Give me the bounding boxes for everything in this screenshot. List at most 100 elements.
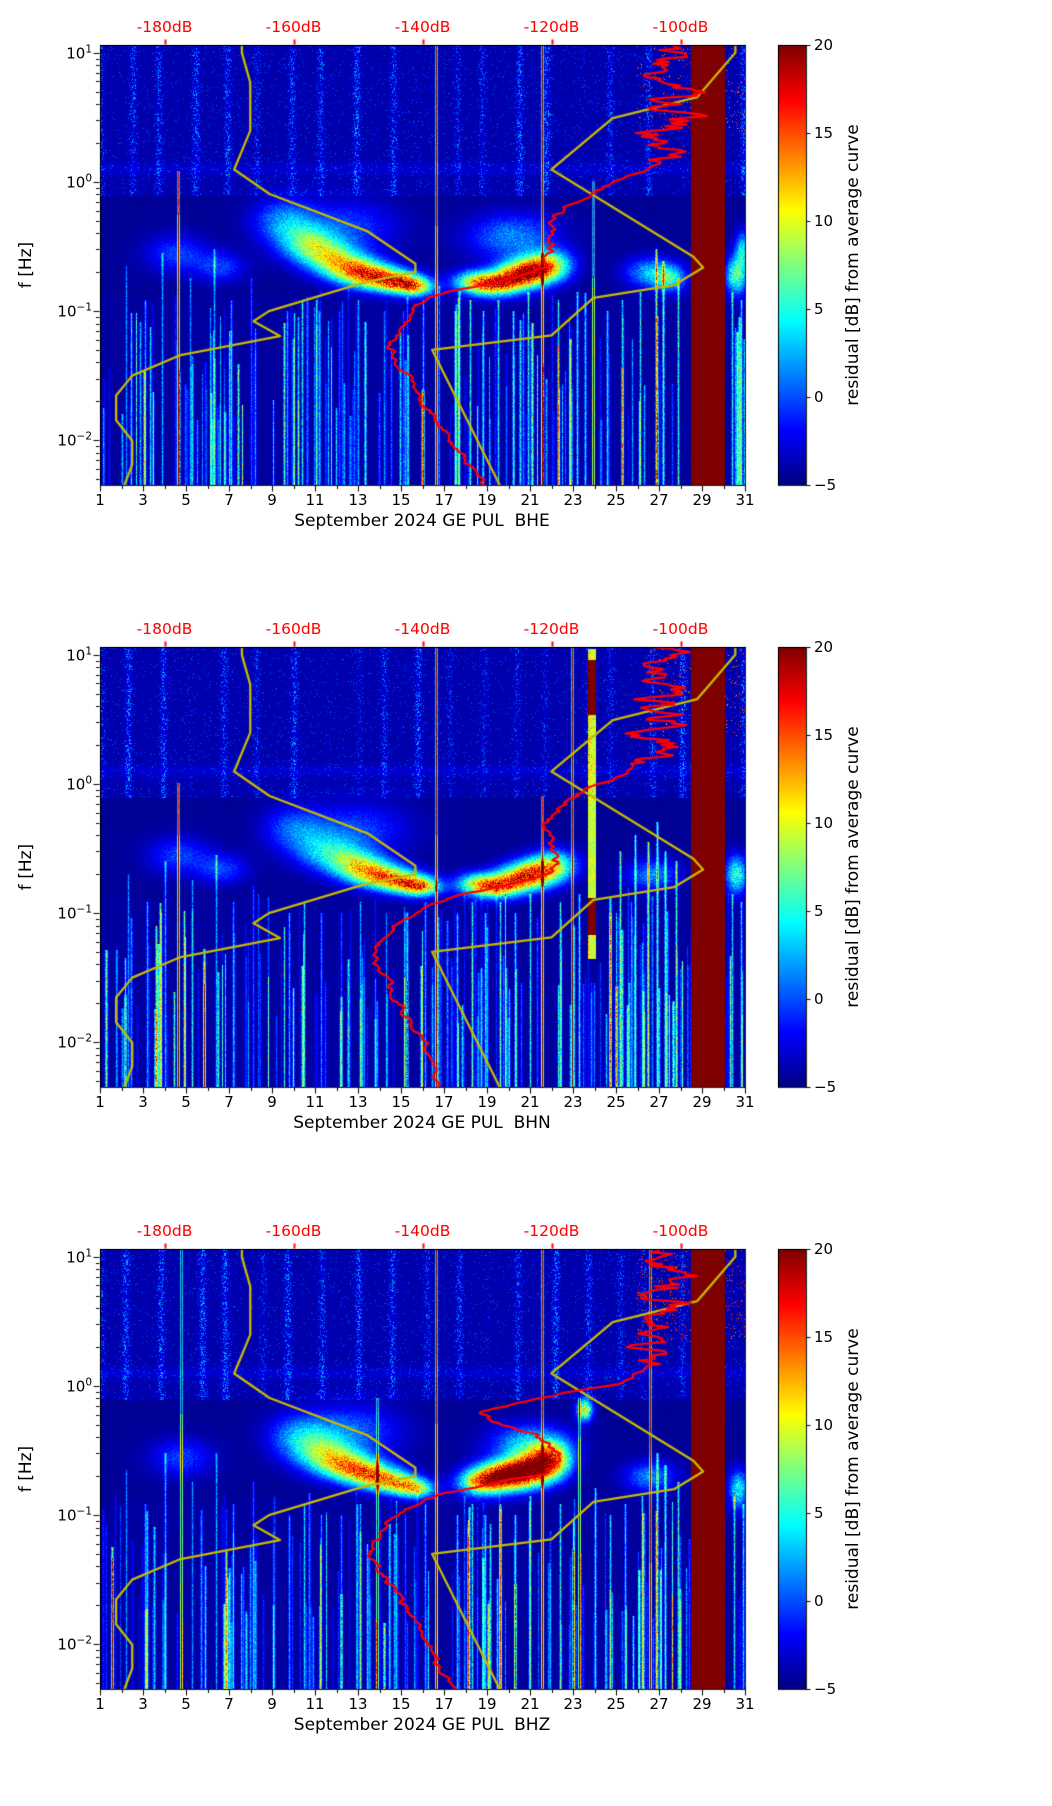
y-tick-label: 100 bbox=[66, 172, 92, 192]
colorbar-tick-label: −5 bbox=[814, 1077, 837, 1096]
colorbar-tick-label: 5 bbox=[814, 1503, 824, 1522]
x-tick-label: 5 bbox=[181, 491, 191, 509]
x-tick-label: 23 bbox=[563, 1695, 583, 1713]
y-axis-label: f [Hz] bbox=[16, 241, 36, 289]
y-axis-label: f [Hz] bbox=[16, 843, 36, 891]
colorbar-tick-label: 10 bbox=[814, 813, 834, 832]
colorbar-tick-label: 15 bbox=[814, 123, 834, 142]
y-tick-label: 101 bbox=[66, 43, 92, 63]
x-tick-label: 7 bbox=[224, 1695, 234, 1713]
x-tick-label: 13 bbox=[348, 1093, 368, 1111]
colorbar-tick-label: 10 bbox=[814, 211, 834, 230]
colorbar-tick-label: 15 bbox=[814, 725, 834, 744]
x-tick-label: 27 bbox=[649, 1695, 669, 1713]
top-db-label: -120dB bbox=[523, 619, 580, 638]
colorbar-label: residual [dB] from average curve bbox=[843, 726, 863, 1008]
y-tick-label: 10−2 bbox=[57, 430, 92, 450]
top-db-label: -180dB bbox=[136, 17, 193, 36]
x-tick-label: 23 bbox=[563, 1093, 583, 1111]
colorbar-tick-label: −5 bbox=[814, 475, 837, 494]
x-tick-label: 23 bbox=[563, 491, 583, 509]
colorbar-tick-label: 5 bbox=[814, 299, 824, 318]
top-db-label: -180dB bbox=[136, 1221, 193, 1240]
x-tick-label: 29 bbox=[692, 491, 712, 509]
colorbar-tick-label: 20 bbox=[814, 637, 834, 656]
y-tick-label: 10−1 bbox=[57, 1505, 92, 1525]
x-tick-label: 15 bbox=[391, 1695, 411, 1713]
top-db-label: -120dB bbox=[523, 17, 580, 36]
panel-bhz-spectrogram: f [Hz] September 2024 GE PUL BHZ residua… bbox=[0, 1204, 1052, 1806]
top-db-label: -160dB bbox=[265, 619, 322, 638]
axes-frame-canvas bbox=[0, 602, 1052, 1204]
top-db-label: -100dB bbox=[652, 619, 709, 638]
x-tick-label: 17 bbox=[434, 491, 454, 509]
x-tick-label: 13 bbox=[348, 1695, 368, 1713]
x-axis-label: September 2024 GE PUL BHZ bbox=[293, 1715, 551, 1735]
x-tick-label: 19 bbox=[477, 491, 497, 509]
y-tick-label: 100 bbox=[66, 1376, 92, 1396]
x-tick-label: 17 bbox=[434, 1093, 454, 1111]
x-tick-label: 25 bbox=[606, 1695, 626, 1713]
x-tick-label: 5 bbox=[181, 1093, 191, 1111]
x-tick-label: 17 bbox=[434, 1695, 454, 1713]
x-tick-label: 25 bbox=[606, 1093, 626, 1111]
top-db-label: -160dB bbox=[265, 1221, 322, 1240]
x-tick-label: 9 bbox=[267, 1093, 277, 1111]
x-tick-label: 1 bbox=[95, 1695, 105, 1713]
y-tick-label: 101 bbox=[66, 1247, 92, 1267]
top-db-label: -140dB bbox=[394, 1221, 451, 1240]
x-tick-label: 27 bbox=[649, 491, 669, 509]
y-axis-label: f [Hz] bbox=[16, 1445, 36, 1493]
x-tick-label: 11 bbox=[305, 1695, 325, 1713]
y-tick-label: 101 bbox=[66, 645, 92, 665]
y-tick-label: 10−2 bbox=[57, 1032, 92, 1052]
x-tick-label: 25 bbox=[606, 491, 626, 509]
x-tick-label: 29 bbox=[692, 1093, 712, 1111]
x-tick-label: 3 bbox=[138, 491, 148, 509]
top-db-label: -120dB bbox=[523, 1221, 580, 1240]
x-axis-label: September 2024 GE PUL BHN bbox=[293, 1113, 551, 1133]
x-tick-label: 21 bbox=[520, 491, 540, 509]
x-tick-label: 3 bbox=[138, 1093, 148, 1111]
colorbar-tick-label: 15 bbox=[814, 1327, 834, 1346]
x-tick-label: 13 bbox=[348, 491, 368, 509]
axes-frame-canvas bbox=[0, 1204, 1052, 1806]
x-tick-label: 31 bbox=[735, 1695, 755, 1713]
x-tick-label: 1 bbox=[95, 491, 105, 509]
axes-frame-canvas bbox=[0, 0, 1052, 602]
top-db-label: -100dB bbox=[652, 17, 709, 36]
top-db-label: -160dB bbox=[265, 17, 322, 36]
x-tick-label: 21 bbox=[520, 1093, 540, 1111]
y-tick-label: 10−1 bbox=[57, 903, 92, 923]
y-tick-label: 100 bbox=[66, 774, 92, 794]
colorbar-tick-label: 0 bbox=[814, 989, 824, 1008]
x-tick-label: 15 bbox=[391, 491, 411, 509]
panel-bhn-spectrogram: f [Hz] September 2024 GE PUL BHN residua… bbox=[0, 602, 1052, 1204]
x-tick-label: 7 bbox=[224, 491, 234, 509]
x-tick-label: 21 bbox=[520, 1695, 540, 1713]
colorbar-tick-label: −5 bbox=[814, 1679, 837, 1698]
x-tick-label: 11 bbox=[305, 491, 325, 509]
x-tick-label: 15 bbox=[391, 1093, 411, 1111]
x-tick-label: 11 bbox=[305, 1093, 325, 1111]
x-tick-label: 31 bbox=[735, 491, 755, 509]
y-tick-label: 10−2 bbox=[57, 1634, 92, 1654]
colorbar-label: residual [dB] from average curve bbox=[843, 1328, 863, 1610]
x-tick-label: 31 bbox=[735, 1093, 755, 1111]
colorbar-tick-label: 0 bbox=[814, 1591, 824, 1610]
x-tick-label: 9 bbox=[267, 1695, 277, 1713]
x-tick-label: 5 bbox=[181, 1695, 191, 1713]
colorbar-label: residual [dB] from average curve bbox=[843, 124, 863, 406]
colorbar-tick-label: 5 bbox=[814, 901, 824, 920]
x-tick-label: 27 bbox=[649, 1093, 669, 1111]
top-db-label: -180dB bbox=[136, 619, 193, 638]
top-db-label: -140dB bbox=[394, 17, 451, 36]
x-tick-label: 9 bbox=[267, 491, 277, 509]
colorbar-tick-label: 10 bbox=[814, 1415, 834, 1434]
colorbar-tick-label: 20 bbox=[814, 35, 834, 54]
x-tick-label: 29 bbox=[692, 1695, 712, 1713]
panel-bhe-spectrogram: f [Hz] September 2024 GE PUL BHE residua… bbox=[0, 0, 1052, 602]
x-axis-label: September 2024 GE PUL BHE bbox=[294, 511, 550, 531]
x-tick-label: 1 bbox=[95, 1093, 105, 1111]
